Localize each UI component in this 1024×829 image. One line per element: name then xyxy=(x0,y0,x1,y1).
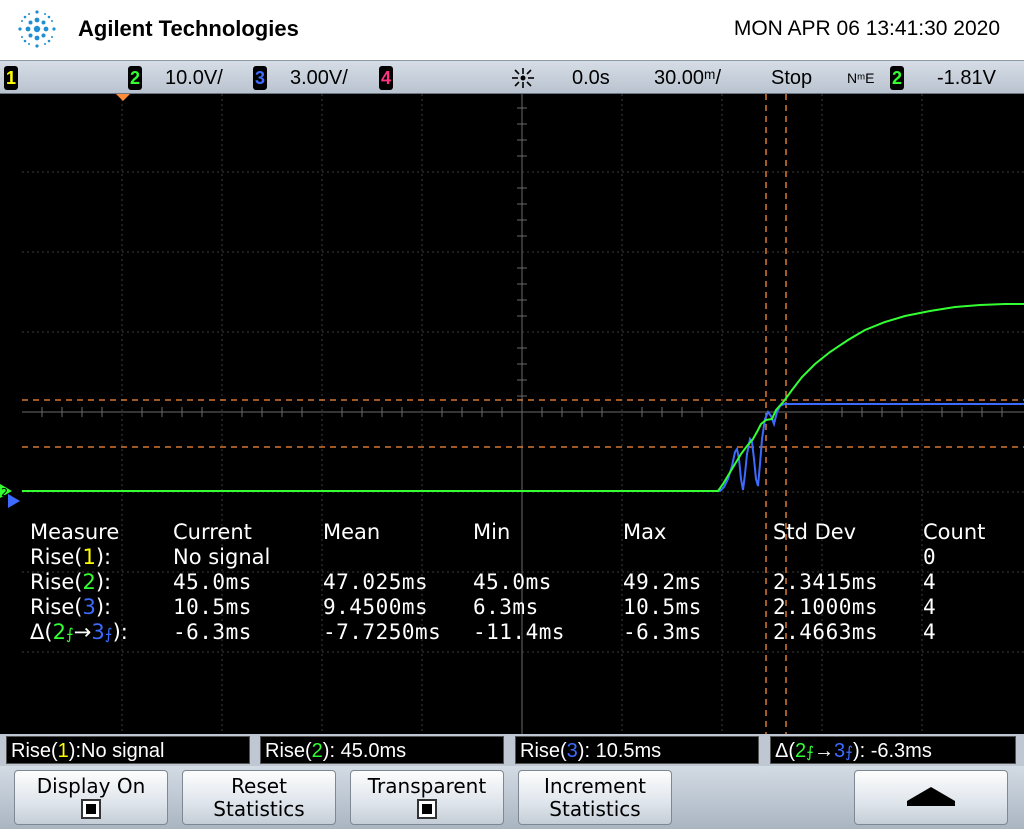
quick-measure-rise-ch2[interactable]: Rise(2): 45.0ms xyxy=(260,736,504,764)
count-value: 4 xyxy=(923,570,937,594)
channel-ground-markers: 2 xyxy=(0,484,20,508)
mean-value: 47.025ms xyxy=(323,570,429,594)
measurement-statistics-table: Measure Current Mean Min Max Std Dev Cou… xyxy=(30,520,1020,645)
channel-2-indicator[interactable]: 2 xyxy=(128,66,142,90)
current-value: No signal xyxy=(173,545,271,569)
header-min: Min xyxy=(473,520,511,544)
trigger-sun-icon xyxy=(512,68,534,88)
std-dev-value: 2.1000ms xyxy=(773,595,879,619)
rising-edge-icon: ⨍ xyxy=(104,625,113,643)
agilent-spark-logo xyxy=(18,10,56,48)
header-current: Current xyxy=(173,520,252,544)
channel-3-waveform xyxy=(22,403,1024,492)
trigger-position-marker xyxy=(116,94,130,101)
waveform-area: 2 xyxy=(0,94,1024,734)
current-value: 10.5ms xyxy=(173,595,252,619)
stats-header-row: Measure Current Mean Min Max Std Dev Cou… xyxy=(30,520,1020,545)
stats-row-rise-ch3: Rise(3): 10.5ms 9.4500ms 6.3ms 10.5ms 2.… xyxy=(30,595,1020,620)
std-dev-value: 2.3415ms xyxy=(773,570,879,594)
softkey-label: Transparent xyxy=(367,774,487,798)
softkey-row: Display On Reset Statistics Transparent … xyxy=(0,766,1024,829)
channel-3-scale: 3.00V/ xyxy=(290,67,348,89)
row-label: Δ(2⨍→3⨍): xyxy=(30,620,128,644)
mean-value: -7.7250ms xyxy=(323,620,442,644)
mean-value: 9.4500ms xyxy=(323,595,429,619)
up-arrow-stem xyxy=(907,801,955,806)
scope-display[interactable]: 2 Measure Current Mean Min Max Std Dev C… xyxy=(0,94,1024,734)
rising-edge-icon: ⨍ xyxy=(65,625,74,643)
quick-measure-bar: Rise(1):No signal Rise(2): 45.0ms Rise(3… xyxy=(0,734,1024,766)
min-value: -11.4ms xyxy=(473,620,566,644)
header-measure: Measure xyxy=(30,520,120,544)
header-std-dev: Std Dev xyxy=(773,520,857,544)
time-delay: 0.0s xyxy=(572,67,610,89)
channel-4-indicator[interactable]: 4 xyxy=(379,66,393,90)
header-max: Max xyxy=(623,520,667,544)
trigger-mode: NᵐE xyxy=(847,70,875,86)
std-dev-value: 2.4663ms xyxy=(773,620,879,644)
max-value: 10.5ms xyxy=(623,595,702,619)
header-count: Count xyxy=(923,520,986,544)
quick-measure-rise-ch3[interactable]: Rise(3): 10.5ms xyxy=(515,736,759,764)
softkey-label: Display On xyxy=(36,774,146,798)
current-value: 45.0ms xyxy=(173,570,252,594)
run-state: Stop xyxy=(771,67,813,89)
reset-statistics-button[interactable]: Reset Statistics xyxy=(182,770,336,825)
min-value: 6.3ms xyxy=(473,595,539,619)
quick-measure-rise-ch1[interactable]: Rise(1):No signal xyxy=(6,736,250,764)
current-value: -6.3ms xyxy=(173,620,252,644)
row-label: Rise(3): xyxy=(30,595,112,619)
trigger-source-indicator: 2 xyxy=(890,66,904,90)
transparent-checkbox[interactable] xyxy=(417,799,437,819)
softkey-label: Statistics xyxy=(213,797,305,821)
display-on-button[interactable]: Display On xyxy=(14,770,168,825)
stats-row-rise-ch2: Rise(2): 45.0ms 47.025ms 45.0ms 49.2ms 2… xyxy=(30,570,1020,595)
stats-row-delta-ch2-ch3: Δ(2⨍→3⨍): -6.3ms -7.7250ms -11.4ms -6.3m… xyxy=(30,620,1020,645)
measurement-cursors xyxy=(22,94,1024,734)
softkey-label: Increment xyxy=(544,774,646,798)
date-time: MON APR 06 13:41:30 2020 xyxy=(733,17,1000,40)
display-on-checkbox[interactable] xyxy=(81,799,101,819)
channel-2-waveform xyxy=(22,303,1024,492)
graticule-center-axes xyxy=(22,94,1024,734)
menu-up-button[interactable] xyxy=(854,770,1008,825)
count-value: 4 xyxy=(923,595,937,619)
brand-name: Agilent Technologies xyxy=(78,16,299,41)
trigger-level: -1.81V xyxy=(937,67,996,89)
graticule-ticks xyxy=(41,107,1003,417)
timebase-scale: 30.00ᵐ/ xyxy=(654,67,722,89)
row-label: Rise(2): xyxy=(30,570,112,594)
max-value: -6.3ms xyxy=(623,620,702,644)
header: Agilent Technologies MON APR 06 13:41:30… xyxy=(0,0,1024,60)
stats-row-rise-ch1: Rise(1): No signal 0 xyxy=(30,545,1020,570)
up-arrow-icon xyxy=(907,787,955,801)
svg-text:2: 2 xyxy=(1,486,8,499)
rising-edge-icon: ⨍ xyxy=(806,744,814,761)
channel-3-indicator[interactable]: 3 xyxy=(253,66,267,90)
rising-edge-icon: ⨍ xyxy=(845,744,853,761)
softkey-label: Statistics xyxy=(549,797,641,821)
quick-measure-delta-ch2-ch3[interactable]: Δ(2⨍→3⨍): -6.3ms xyxy=(770,736,1016,764)
max-value: 49.2ms xyxy=(623,570,702,594)
increment-statistics-button[interactable]: Increment Statistics xyxy=(518,770,672,825)
row-label: Rise(1): xyxy=(30,545,112,569)
status-bar: 1 2 10.0V/ 3 3.00V/ 4 0.0s 30.00ᵐ/ Stop … xyxy=(0,60,1024,94)
count-value: 4 xyxy=(923,620,937,644)
channel-1-indicator[interactable]: 1 xyxy=(4,66,18,90)
header-mean: Mean xyxy=(323,520,381,544)
transparent-button[interactable]: Transparent xyxy=(350,770,504,825)
softkey-label: Reset xyxy=(231,774,287,798)
channel-2-scale: 10.0V/ xyxy=(165,67,223,89)
count-value: 0 xyxy=(923,545,937,569)
min-value: 45.0ms xyxy=(473,570,552,594)
